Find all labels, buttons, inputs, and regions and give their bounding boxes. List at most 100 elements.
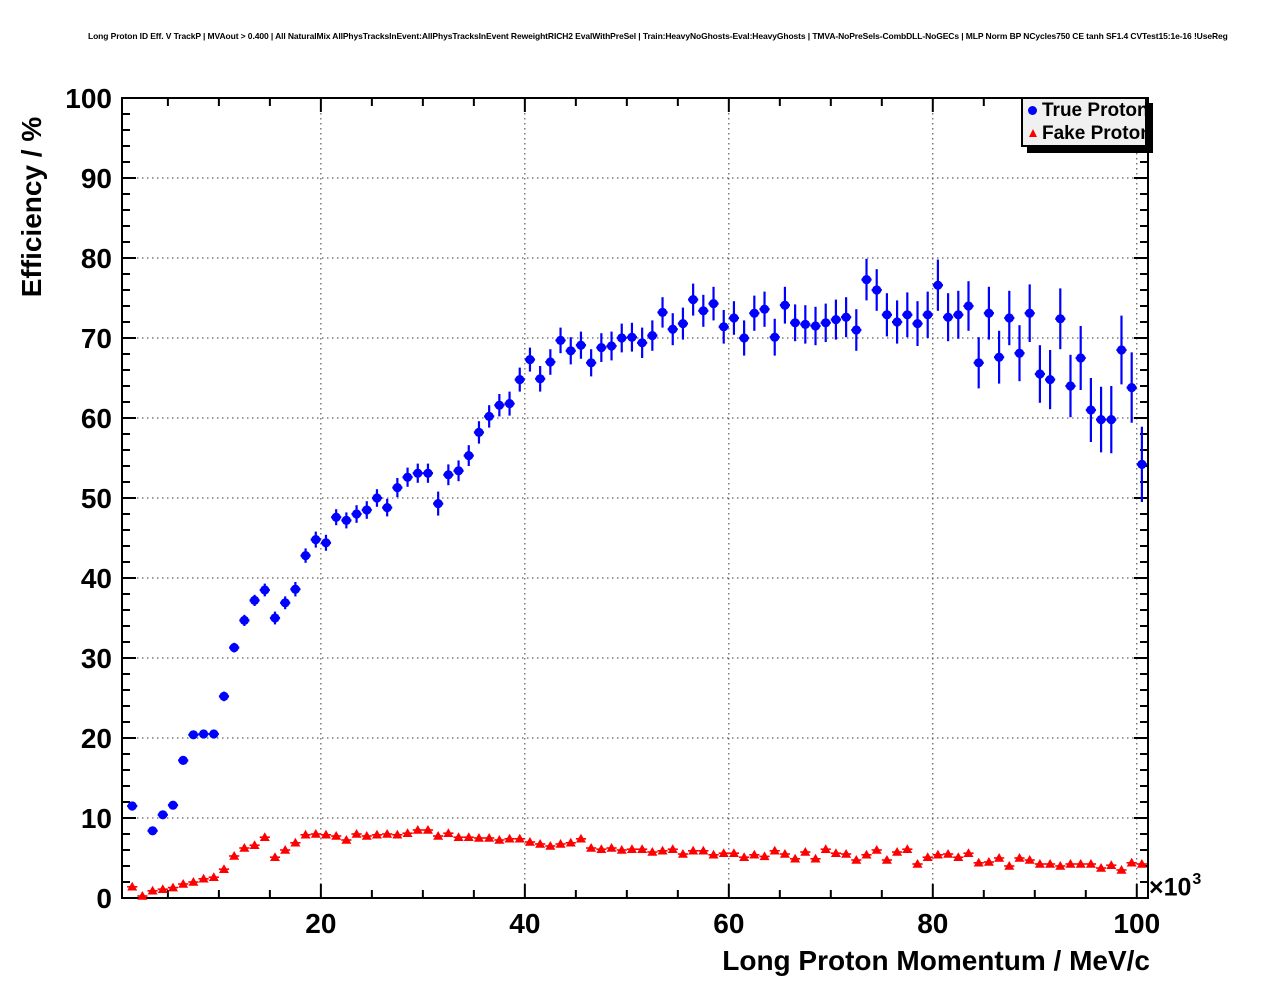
data-point-true-proton bbox=[270, 613, 280, 623]
data-point-fake-proton bbox=[1065, 859, 1076, 868]
data-point-true-proton bbox=[708, 299, 719, 309]
data-point-fake-proton bbox=[494, 835, 505, 844]
data-point-fake-proton bbox=[851, 855, 862, 864]
data-point-fake-proton bbox=[861, 849, 872, 859]
data-point-fake-proton bbox=[208, 872, 219, 881]
data-point-true-proton bbox=[841, 312, 851, 322]
data-point-true-proton bbox=[433, 499, 443, 509]
data-point-true-proton bbox=[402, 472, 413, 482]
data-point-fake-proton bbox=[259, 832, 270, 841]
data-point-true-proton bbox=[219, 691, 229, 702]
data-point-true-proton bbox=[249, 595, 260, 606]
data-point-fake-proton bbox=[249, 840, 260, 849]
legend-item-true-proton: True Proton bbox=[1023, 100, 1149, 122]
data-point-fake-proton bbox=[820, 844, 831, 853]
data-point-true-proton bbox=[739, 333, 749, 343]
data-point-true-proton bbox=[1127, 383, 1137, 393]
x-tick-label: 40 bbox=[509, 908, 540, 939]
data-point-true-proton bbox=[413, 468, 423, 478]
data-point-true-proton bbox=[831, 315, 841, 325]
data-point-fake-proton bbox=[157, 884, 168, 893]
data-point-true-proton bbox=[953, 310, 963, 320]
data-point-fake-proton bbox=[1014, 853, 1025, 862]
data-point-true-proton bbox=[984, 308, 994, 318]
data-point-fake-proton bbox=[555, 839, 566, 848]
data-point-true-proton bbox=[168, 800, 178, 810]
data-point-true-proton bbox=[780, 300, 790, 310]
series-fake-proton bbox=[127, 825, 1147, 900]
data-point-fake-proton bbox=[514, 833, 525, 843]
data-point-true-proton bbox=[861, 275, 872, 285]
data-point-true-proton bbox=[1014, 348, 1025, 358]
data-point-fake-proton bbox=[657, 845, 668, 855]
data-point-fake-proton bbox=[218, 864, 229, 873]
data-point-true-proton bbox=[515, 375, 525, 385]
data-point-true-proton bbox=[1116, 345, 1127, 355]
data-point-true-proton bbox=[311, 535, 321, 545]
data-point-fake-proton bbox=[800, 847, 811, 856]
data-point-true-proton bbox=[1086, 405, 1096, 415]
axis-ticks bbox=[122, 98, 1148, 898]
data-point-fake-proton bbox=[310, 829, 321, 838]
data-point-fake-proton bbox=[239, 843, 250, 852]
data-point-true-proton bbox=[535, 374, 545, 384]
data-point-true-proton bbox=[994, 352, 1004, 362]
data-point-true-proton bbox=[1025, 308, 1035, 318]
data-point-fake-proton bbox=[637, 844, 648, 853]
data-point-fake-proton bbox=[422, 825, 433, 834]
data-point-true-proton bbox=[382, 503, 392, 513]
data-point-true-proton bbox=[1096, 415, 1106, 425]
data-point-true-proton bbox=[178, 755, 188, 766]
y-tick-label: 100 bbox=[65, 83, 112, 114]
data-point-true-proton bbox=[698, 306, 708, 316]
data-point-fake-proton bbox=[167, 882, 178, 892]
data-point-true-proton bbox=[566, 346, 576, 356]
data-point-true-proton bbox=[1106, 415, 1116, 425]
y-axis-title: Efficiency / % bbox=[16, 117, 47, 298]
data-point-fake-proton bbox=[1024, 855, 1035, 864]
data-point-fake-proton bbox=[769, 845, 780, 855]
data-point-fake-proton bbox=[983, 857, 994, 866]
data-point-fake-proton bbox=[382, 829, 393, 838]
data-point-fake-proton bbox=[728, 848, 739, 857]
data-point-fake-proton bbox=[1045, 859, 1056, 868]
y-tick-label: 40 bbox=[81, 563, 112, 594]
data-point-true-proton bbox=[576, 340, 586, 350]
y-tick-label: 30 bbox=[81, 643, 112, 674]
data-point-fake-proton bbox=[392, 829, 403, 839]
data-point-fake-proton bbox=[830, 848, 841, 857]
data-point-fake-proton bbox=[473, 833, 484, 842]
data-point-true-proton bbox=[943, 312, 953, 322]
data-point-fake-proton bbox=[351, 829, 362, 838]
data-point-true-proton bbox=[637, 338, 647, 348]
chart-root: 20 40 60 80 100 0 10 20 30 40 50 60 70 80 90 100 bbox=[65, 83, 1160, 939]
data-point-true-proton bbox=[770, 332, 780, 342]
y-tick-label: 20 bbox=[81, 723, 112, 754]
data-point-fake-proton bbox=[575, 833, 586, 843]
data-point-true-proton bbox=[158, 810, 168, 820]
data-point-fake-proton bbox=[1085, 859, 1096, 868]
data-point-fake-proton bbox=[1126, 857, 1137, 867]
data-point-true-proton bbox=[494, 400, 504, 410]
data-point-fake-proton bbox=[545, 841, 556, 850]
data-point-fake-proton bbox=[1096, 863, 1107, 872]
data-point-true-proton bbox=[963, 301, 974, 311]
y-tick-label: 80 bbox=[81, 243, 112, 274]
data-point-true-proton bbox=[749, 308, 759, 318]
data-point-true-proton bbox=[596, 343, 606, 353]
y-tick-label: 60 bbox=[81, 403, 112, 434]
data-point-true-proton bbox=[729, 313, 739, 323]
data-point-true-proton bbox=[331, 512, 341, 522]
data-point-true-proton bbox=[209, 729, 219, 739]
data-point-fake-proton bbox=[1116, 865, 1127, 874]
data-point-true-proton bbox=[464, 451, 474, 461]
data-point-true-proton bbox=[586, 358, 596, 368]
data-point-fake-proton bbox=[871, 845, 882, 854]
true-proton-circle-icon bbox=[1028, 106, 1037, 116]
data-point-true-proton bbox=[1055, 314, 1065, 324]
plot-frame bbox=[121, 97, 1149, 899]
x-tick-labels: 20 40 60 80 100 bbox=[305, 908, 1160, 939]
data-point-true-proton bbox=[882, 310, 892, 320]
data-point-true-proton bbox=[229, 643, 239, 653]
